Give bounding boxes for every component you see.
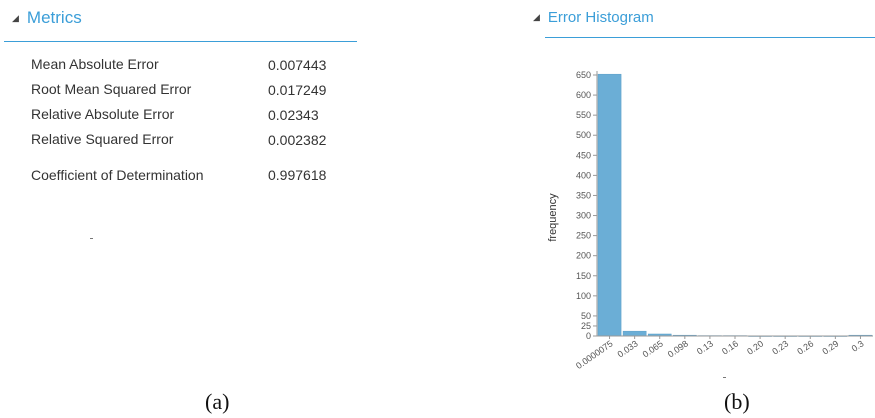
metric-value: 0.017249 [268,81,327,98]
stray-mark [723,377,726,378]
table-row: Mean Absolute Error 0.007443 [31,52,358,77]
y-tick-label: 400 [576,170,591,180]
y-tick-label: 650 [576,70,591,80]
x-tick-label: 0.16 [720,338,740,356]
metrics-panel-title: Metrics [26,8,82,27]
metric-value: 0.997618 [268,167,327,183]
metric-name: Root Mean Squared Error [31,81,192,97]
histogram-panel-header[interactable]: ◢ Error Histogram [533,9,654,26]
x-tick-label: 0.0000075 [574,338,615,371]
y-tick-label: 150 [576,271,591,281]
y-tick-label: 250 [576,231,591,241]
metric-name: Coefficient of Determination [31,166,204,183]
x-tick-label: 0.20 [745,338,765,356]
metric-name: Relative Squared Error [31,131,174,147]
x-tick-label: 0.098 [666,338,690,359]
caption-b: (b) [724,389,750,414]
x-tick-label: 0.13 [695,338,715,356]
y-tick-label: 350 [576,190,591,200]
bars [597,73,873,337]
y-tick-label: 600 [576,90,591,100]
metrics-header-divider [4,41,357,42]
x-tick-label: 0.29 [820,338,840,356]
table-row: Coefficient of Determination 0.997618 [31,152,358,198]
metric-value: 0.002382 [268,131,327,148]
histogram-panel-title: Error Histogram [547,9,654,26]
stray-mark [90,238,93,239]
table-row: Relative Absolute Error 0.02343 [31,102,358,127]
collapse-triangle-icon[interactable]: ◢ [533,12,540,22]
metric-name: Mean Absolute Error [31,56,159,72]
y-tick-label: 0 [586,331,591,341]
x-tick-label: 0.033 [616,338,640,359]
collapse-triangle-icon[interactable]: ◢ [12,12,19,23]
y-tick-label: 25 [581,321,591,331]
metric-value: 0.02343 [268,106,319,123]
y-tick-label: 550 [576,110,591,120]
metric-value: 0.007443 [268,56,327,73]
y-tick-label: 300 [576,211,591,221]
metrics-table: Mean Absolute Error 0.007443 Root Mean S… [31,52,358,198]
histogram-header-divider [545,37,875,38]
histogram-bar [597,73,622,337]
table-row: Root Mean Squared Error 0.017249 [31,77,358,102]
y-tick-label: 50 [581,311,591,321]
histogram-bar [622,330,647,337]
caption-a: (a) [205,389,230,414]
y-tick-label: 100 [576,291,591,301]
x-axis: 0.0000075 0.033 0.065 0.098 0.13 0.16 0.20 0.23… [574,335,873,371]
metrics-panel-header[interactable]: ◢ Metrics [12,8,82,28]
table-row: Relative Squared Error 0.002382 [31,127,358,152]
y-tick-label: 500 [576,130,591,140]
metric-name: Relative Absolute Error [31,106,175,122]
x-tick-label: 0.3 [850,338,866,353]
y-axis-label: frequency [547,193,559,242]
y-tick-label: 450 [576,150,591,160]
y-tick-label: 200 [576,251,591,261]
x-tick-label: 0.065 [641,338,665,359]
x-tick-label: 0.23 [770,338,790,356]
x-tick-label: 0.26 [795,338,815,356]
